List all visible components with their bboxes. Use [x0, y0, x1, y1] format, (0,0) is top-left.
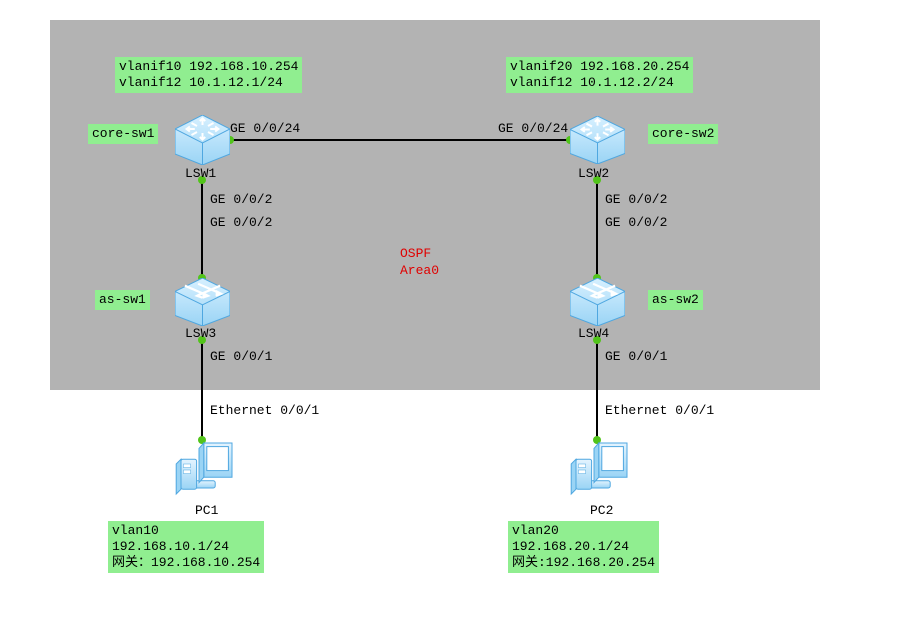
- core-sw2-info: vlanif20 192.168.20.254 vlanif12 10.1.12…: [506, 57, 693, 93]
- as-sw2-icon: [570, 278, 625, 326]
- pc1-icon: [175, 440, 235, 500]
- as-sw1-label: LSW3: [185, 326, 216, 341]
- pc2-info: vlan20 192.168.20.1/24 网关:192.168.20.254: [508, 521, 659, 573]
- network-diagram: GE 0/0/24GE 0/0/24GE 0/0/2GE 0/0/2GE 0/0…: [0, 0, 901, 620]
- as-sw2-name: as-sw2: [648, 290, 703, 310]
- as-sw2-label: LSW4: [578, 326, 609, 341]
- core-sw2-icon: [570, 116, 625, 164]
- pc1-label: PC1: [195, 503, 218, 518]
- core-sw1-label: LSW1: [185, 166, 216, 181]
- pc2-label: PC2: [590, 503, 613, 518]
- core-sw2-name: core-sw2: [648, 124, 718, 144]
- ospf-area-label: OSPF Area0: [400, 245, 439, 279]
- pc2-icon: [570, 440, 630, 500]
- pc1-info: vlan10 192.168.10.1/24 网关：192.168.10.254: [108, 521, 264, 573]
- ospf-text: OSPF: [400, 246, 431, 261]
- core-sw2-label: LSW2: [578, 166, 609, 181]
- ospf-area: Area0: [400, 263, 439, 278]
- as-sw1-name: as-sw1: [95, 290, 150, 310]
- core-sw1-name: core-sw1: [88, 124, 158, 144]
- as-sw1-icon: [175, 278, 230, 326]
- core-sw1-icon: [175, 115, 230, 165]
- core-sw1-info: vlanif10 192.168.10.254 vlanif12 10.1.12…: [115, 57, 302, 93]
